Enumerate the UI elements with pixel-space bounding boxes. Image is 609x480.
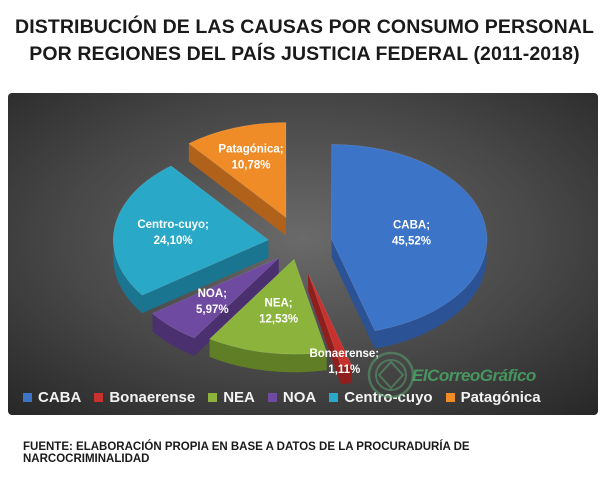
legend-item-nea: NEA bbox=[208, 389, 255, 406]
legend-label: NOA bbox=[282, 388, 317, 406]
slice-label-centro-cuyo: Centro-cuyo; 24,10% bbox=[137, 219, 209, 247]
legend-swatch bbox=[329, 392, 339, 402]
legend-label: CABA bbox=[38, 388, 82, 406]
pie-slice-edge bbox=[188, 143, 287, 236]
legend-item-patag-nica: Patagónica bbox=[445, 388, 541, 406]
legend-swatch bbox=[208, 392, 218, 402]
legend-swatch bbox=[94, 392, 104, 402]
legend-item-noa: NOA bbox=[267, 388, 317, 406]
legend-swatch bbox=[267, 392, 277, 402]
chart-title: DISTRIBUCIÓN DE LAS CAUSAS POR CONSUMO P… bbox=[0, 14, 609, 68]
legend-label: Patagónica bbox=[460, 388, 541, 406]
chart-title-line-2: POR REGIONES DEL PAÍS JUSTICIA FEDERAL (… bbox=[29, 43, 580, 65]
pie-slice-patag-nica bbox=[188, 122, 287, 219]
chart-panel: CABA; 45,52% Bonaerense; 1,11% NEA; 12,53% NOA… bbox=[8, 93, 598, 415]
legend-item-caba: CABA bbox=[23, 389, 81, 406]
pie-slice-centro-cuyo bbox=[113, 165, 269, 296]
slice-label-patag-nica: Patagónica; 10,78% bbox=[218, 144, 283, 172]
legend-swatch bbox=[445, 392, 455, 402]
watermark-logo-icon bbox=[367, 351, 415, 399]
slice-label-bonaerense: Bonaerense; 1,11% bbox=[309, 348, 379, 376]
slice-label-caba: CABA; 45,52% bbox=[392, 220, 431, 248]
pie-slice-noa bbox=[152, 257, 279, 339]
legend-swatch bbox=[23, 392, 32, 402]
slice-label-nea: NEA; 12,53% bbox=[259, 298, 298, 326]
source-note: FUENTE: ELABORACIÓN PROPIA EN BASE A DAT… bbox=[23, 441, 470, 465]
legend-label: Bonaerense bbox=[109, 388, 196, 406]
chart-title-line-1: DISTRIBUCIÓN DE LAS CAUSAS POR CONSUMO P… bbox=[15, 16, 594, 38]
pie-slice-bonaerense bbox=[307, 273, 352, 367]
pie-chart: CABA; 45,52% Bonaerense; 1,11% NEA; 12,53% NOA… bbox=[8, 93, 598, 415]
legend-item-bonaerense: Bonaerense bbox=[94, 389, 195, 406]
pie-slice-edge bbox=[308, 273, 341, 385]
pie-slice-side-nea bbox=[209, 338, 327, 373]
pie-slice-edge bbox=[331, 239, 375, 349]
pie-slice-nea bbox=[209, 258, 328, 355]
pie-slice-edge bbox=[142, 239, 269, 314]
watermark-text: ElCorreoGráfico bbox=[412, 366, 536, 385]
legend-label: NEA bbox=[223, 388, 255, 406]
slice-label-noa: NOA; 5,97% bbox=[196, 288, 229, 316]
pie-slice-caba bbox=[331, 144, 488, 332]
